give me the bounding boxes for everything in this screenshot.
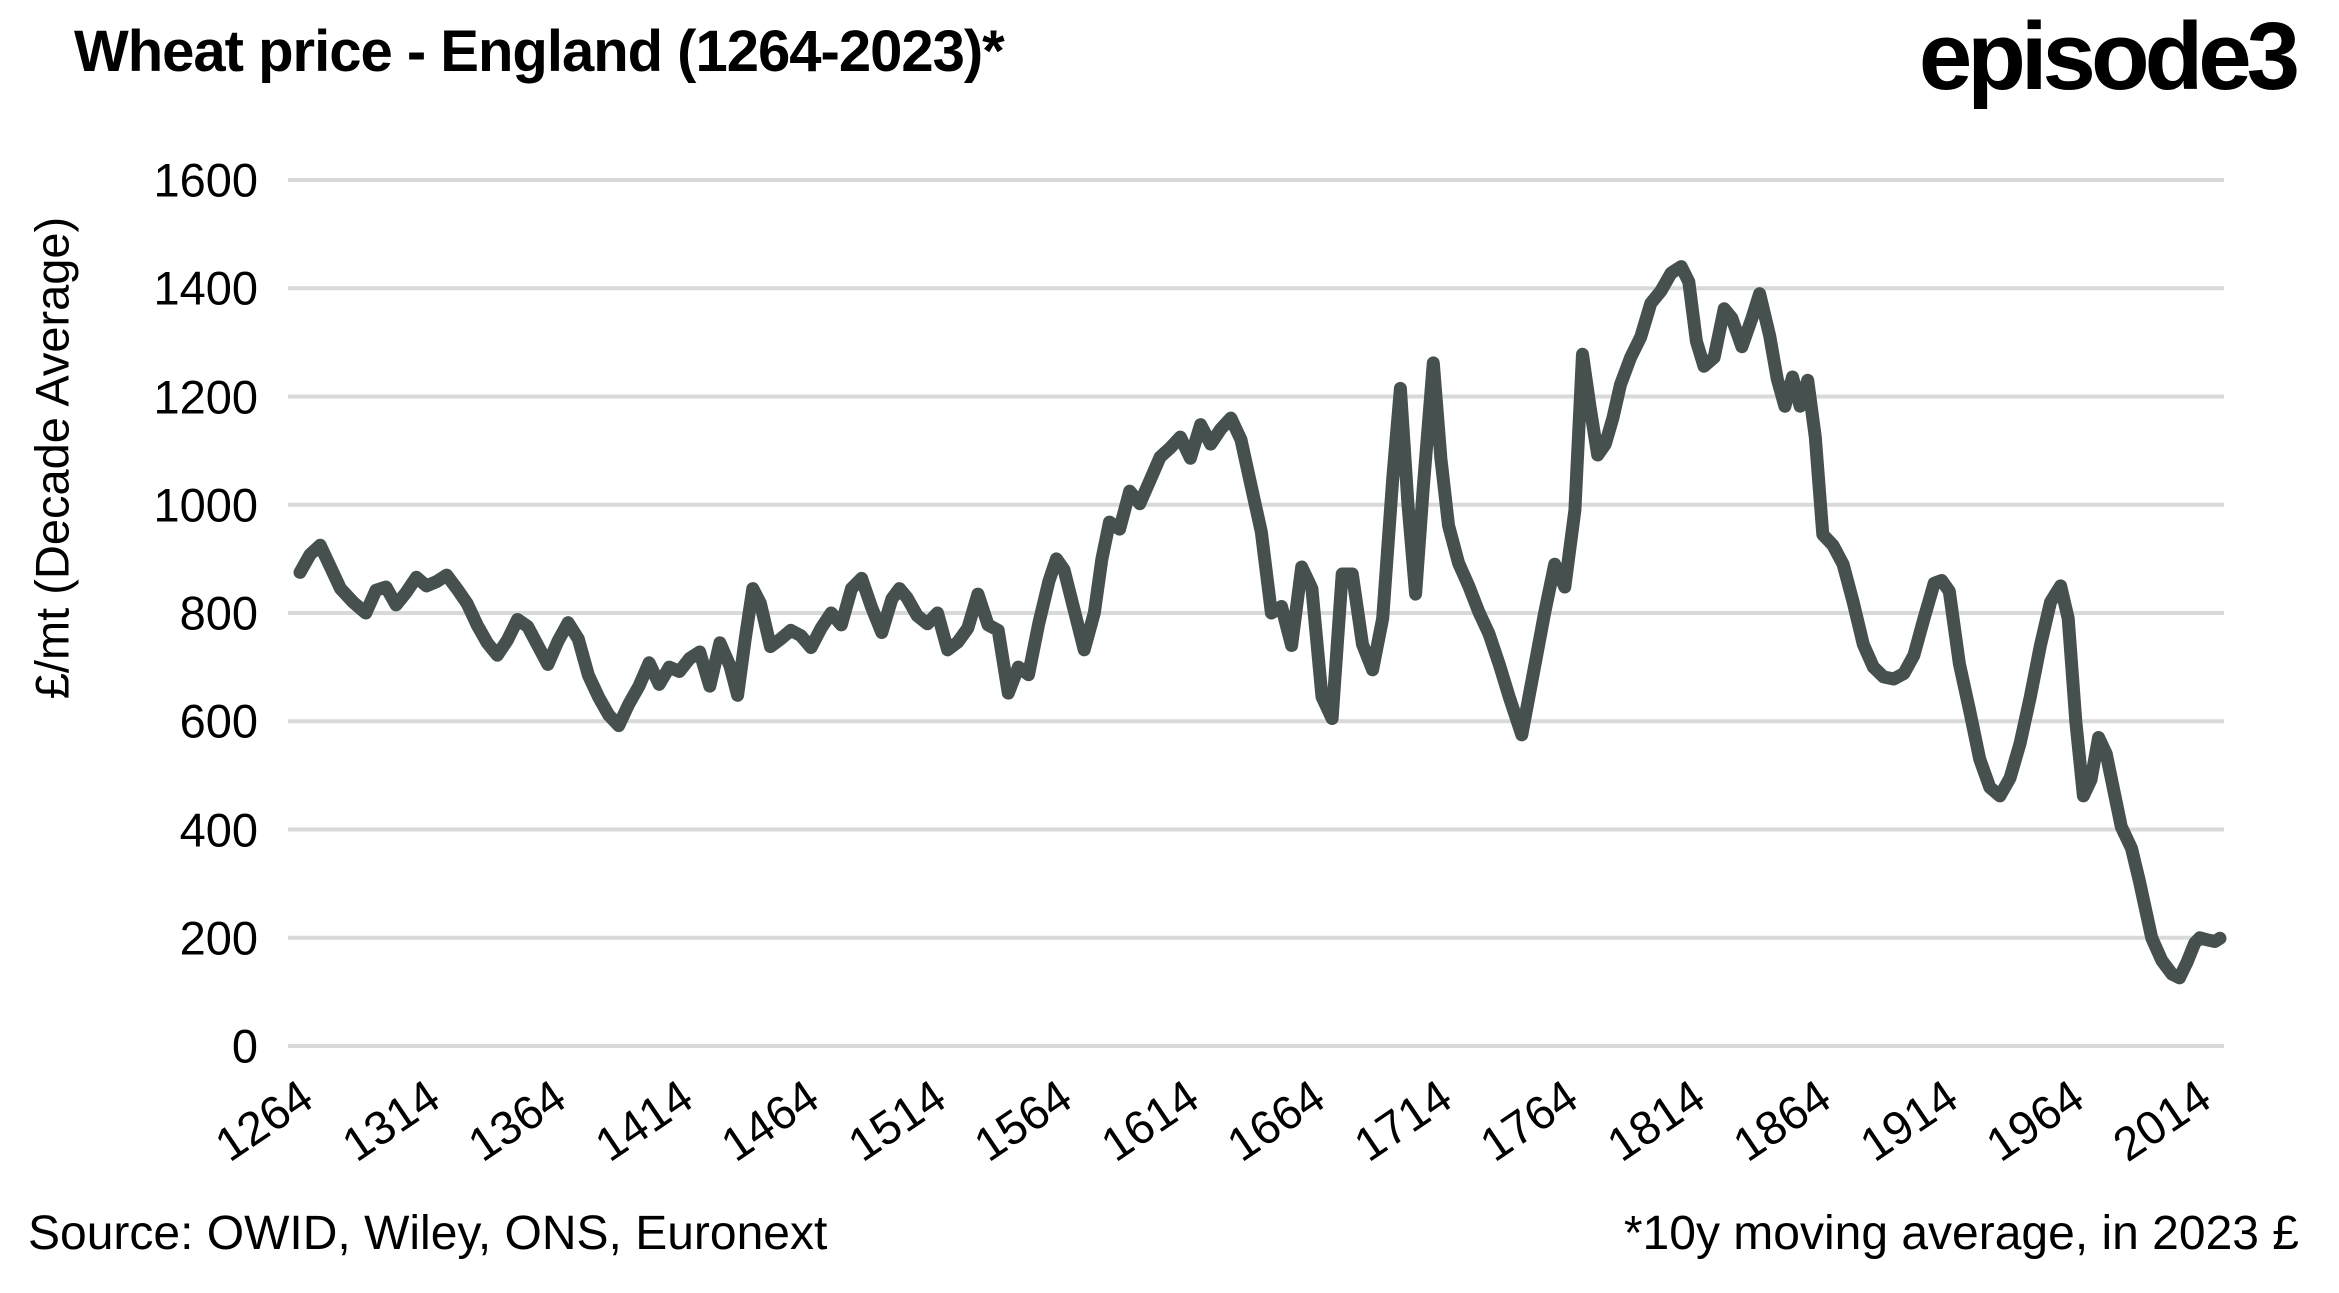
y-tick-label-0: 0 xyxy=(231,1019,258,1073)
y-tick-label-1400: 1400 xyxy=(153,261,258,315)
source-note: Source: OWID, Wiley, ONS, Euronext xyxy=(28,1207,828,1260)
y-tick-label-800: 800 xyxy=(179,586,258,640)
wheat-price-line xyxy=(293,260,2227,985)
y-tick-label-1600: 1600 xyxy=(153,153,258,207)
y-tick-label-600: 600 xyxy=(179,694,258,748)
y-tick-label-400: 400 xyxy=(179,803,258,856)
episode3-logo: episode3 xyxy=(1918,3,2300,110)
y-tick-label-1200: 1200 xyxy=(153,370,258,423)
chart-title: Wheat price - England (1264-2023)* xyxy=(74,19,1005,84)
gridlines xyxy=(288,178,2224,1048)
y-tick-label-1000: 1000 xyxy=(153,478,258,532)
y-tick-label-200: 200 xyxy=(179,911,258,965)
footnote: *10y moving average, in 2023 £ xyxy=(1623,1207,2299,1260)
